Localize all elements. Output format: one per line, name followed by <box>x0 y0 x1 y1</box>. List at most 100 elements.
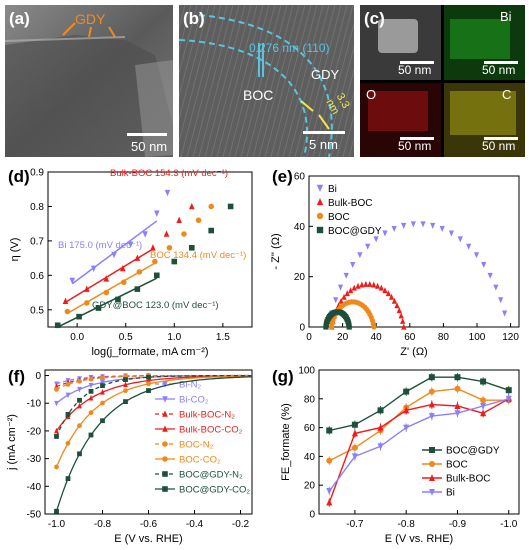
legend-marker <box>316 184 324 192</box>
legend-label: BOC@GDY <box>446 446 500 457</box>
tem-a-texture <box>5 5 173 157</box>
data-point <box>171 258 178 265</box>
legend-label: BOC-N₂ <box>179 440 214 451</box>
data-point <box>65 392 71 399</box>
data-point <box>65 411 71 417</box>
legend-label: BOC <box>328 212 350 223</box>
legend-label: BOC@GDY-N₂ <box>179 470 243 481</box>
legend-marker <box>429 489 435 496</box>
x-tick-label: 100 <box>469 332 486 343</box>
x-tick-label: 1.5 <box>216 332 230 343</box>
data-point <box>65 476 71 482</box>
x-tick-label: -0.2 <box>232 519 250 530</box>
data-point <box>391 225 397 232</box>
data-point <box>111 251 117 259</box>
x-axis-label: E (V vs. RHE) <box>385 533 453 545</box>
data-point <box>84 285 90 292</box>
series-line <box>328 398 509 492</box>
panel-a-label: (a) <box>9 9 30 28</box>
element-o: O <box>366 87 377 102</box>
y-tick-label: 0 <box>35 371 41 382</box>
legend-label: Bi <box>328 184 337 195</box>
scale-bar-c4 <box>484 137 518 140</box>
data-point <box>351 453 358 461</box>
data-point <box>338 297 344 304</box>
data-point <box>326 487 333 495</box>
panel-label: (f) <box>8 367 25 386</box>
data-point <box>90 265 97 273</box>
scale-text-c2: 50 nm <box>482 63 516 77</box>
gdy-arrows <box>62 22 116 38</box>
legend-marker <box>316 226 324 234</box>
legend-marker <box>162 456 168 462</box>
y-tick-label: 20 <box>294 272 306 283</box>
legend-marker <box>162 396 168 403</box>
data-point <box>448 230 455 237</box>
data-point <box>454 410 461 417</box>
legend-label: BOC <box>446 460 468 471</box>
data-point <box>134 254 141 261</box>
data-point <box>84 300 90 306</box>
data-point <box>388 293 395 300</box>
x-tick-label: 120 <box>502 332 519 343</box>
data-point <box>77 451 82 457</box>
data-point <box>359 281 365 288</box>
data-point <box>377 423 384 431</box>
eds-haadf-tile: 50 nm <box>360 5 441 80</box>
data-point <box>493 284 499 291</box>
data-point <box>371 324 377 330</box>
data-point <box>136 269 143 275</box>
data-point <box>188 244 195 251</box>
data-point <box>457 236 463 243</box>
y-tick-label: -20 <box>27 426 42 437</box>
scale-bar-c1 <box>400 61 434 64</box>
data-point <box>480 403 487 410</box>
data-point <box>367 280 373 287</box>
series-annotation: BOC 134.4 (mV dec⁻¹) <box>150 250 246 261</box>
legend-label: Bi-CO₂ <box>179 395 209 406</box>
data-point <box>154 272 160 279</box>
y-tick-label: 0.5 <box>30 305 44 316</box>
x-tick-label: 0 <box>306 332 312 343</box>
data-point <box>382 230 388 237</box>
data-point <box>103 289 110 296</box>
data-point <box>351 429 358 437</box>
data-point <box>54 386 59 392</box>
data-point <box>337 284 344 291</box>
plot-frame <box>308 175 520 328</box>
data-point <box>498 297 504 304</box>
series-line <box>329 376 509 432</box>
boc-label: BOC <box>243 87 274 103</box>
legend-marker <box>316 198 324 206</box>
data-point <box>65 381 71 387</box>
panel-a-tem-image: (a) GDY 50 nm <box>5 5 173 157</box>
data-point <box>428 388 435 395</box>
data-point <box>403 406 410 414</box>
scale-bar-b <box>303 131 345 134</box>
data-point <box>403 424 410 432</box>
legend-label: Bi-N₂ <box>179 380 201 391</box>
data-point <box>373 236 379 243</box>
scale-text-c1: 50 nm <box>398 63 432 77</box>
data-point <box>62 297 69 304</box>
data-point <box>403 388 410 395</box>
x-tick-label: -0.4 <box>186 519 204 530</box>
data-point <box>146 388 151 393</box>
x-tick-label: -0.8 <box>94 519 112 530</box>
y-axis-label: FE_formate (%) <box>280 403 292 481</box>
data-point <box>69 277 76 285</box>
data-point <box>166 244 173 251</box>
y-tick-label: -30 <box>27 454 42 465</box>
gdy-label-b: GDY <box>311 67 340 82</box>
data-point <box>363 280 369 287</box>
data-point <box>348 287 354 294</box>
data-point <box>120 279 127 286</box>
data-point <box>396 307 402 314</box>
series-line <box>55 375 252 432</box>
data-point <box>351 284 357 291</box>
data-point <box>341 293 347 300</box>
legend-label: BOC@GDY-CO₂ <box>179 485 250 496</box>
data-point <box>88 432 94 438</box>
data-point <box>100 418 105 424</box>
x-tick-label: 80 <box>438 332 450 343</box>
